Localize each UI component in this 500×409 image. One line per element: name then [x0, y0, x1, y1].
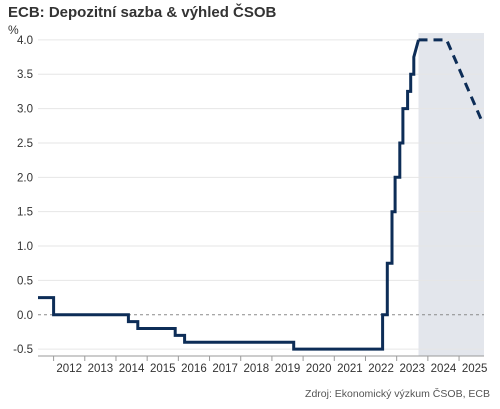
- y-tick-label: 2.0: [17, 172, 33, 184]
- x-tick-label: 2014: [119, 363, 145, 375]
- y-tick-label: 1.5: [17, 207, 33, 219]
- x-tick-label: 2015: [150, 363, 176, 375]
- x-tick-label: 2018: [244, 363, 270, 375]
- y-tick-label: 1.0: [17, 241, 33, 253]
- y-tick-label: 3.0: [17, 104, 33, 116]
- y-tick-label: -0.5: [13, 344, 33, 356]
- x-tick-label: 2013: [88, 363, 114, 375]
- x-tick-label: 2020: [306, 363, 332, 375]
- x-tick-label: 2024: [431, 363, 457, 375]
- y-tick-label: 0.5: [17, 275, 33, 287]
- x-tick-label: 2023: [399, 363, 425, 375]
- y-tick-label: 0.0: [17, 310, 33, 322]
- y-axis-unit: %: [8, 23, 19, 37]
- x-tick-label: 2025: [462, 363, 488, 375]
- x-tick-label: 2016: [181, 363, 207, 375]
- x-tick-label: 2022: [368, 363, 394, 375]
- deposit-rate-series-line: [38, 39, 420, 351]
- x-tick-label: 2021: [337, 363, 363, 375]
- y-tick-label: 4.0: [17, 35, 33, 47]
- chart-title: ECB: Depozitní sazba & výhled ČSOB: [8, 4, 277, 21]
- source-note: Zdroj: Ekonomický výzkum ČSOB, ECB: [305, 388, 490, 400]
- x-tick-label: 2012: [56, 363, 82, 375]
- x-tick-label: 2017: [212, 363, 238, 375]
- y-tick-label: 2.5: [17, 138, 33, 150]
- forecast-band: [418, 33, 484, 356]
- x-tick-label: 2019: [275, 363, 301, 375]
- y-tick-label: 3.5: [17, 69, 33, 81]
